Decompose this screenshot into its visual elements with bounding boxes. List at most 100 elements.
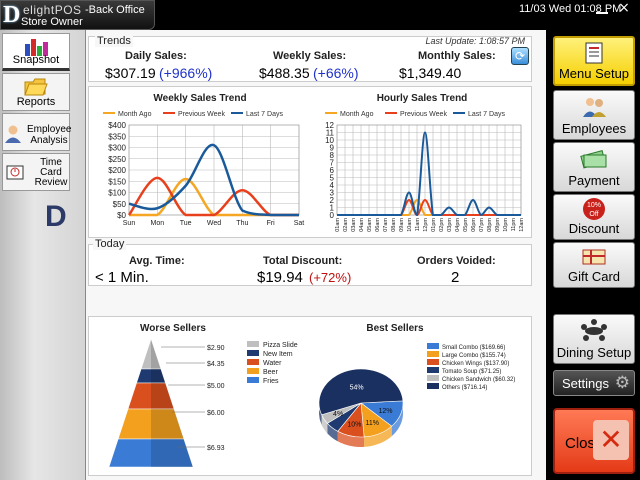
sidebar-item-label: Time Card Review [34,157,68,188]
avg-time-label: Avg. Time: [129,255,185,267]
y-tick-label: $0 [117,211,126,220]
legend-label: Water [263,360,282,367]
employees-label: Employees [561,121,627,136]
data-label: 12% [379,408,393,415]
y-tick-label: 8 [330,151,335,160]
sidebar-item-employee-analysis[interactable]: Employee Analysis [2,113,72,151]
discount-button[interactable]: 10% Off Discount [553,194,635,240]
legend-swatch [427,359,439,365]
pie-slice-side [327,423,338,442]
data-label: $4.35 [207,361,225,368]
dining-setup-label: Dining Setup [556,345,632,360]
sidebar-item-snapshot[interactable]: Snapshot [2,33,70,71]
sidebar-item-reports[interactable]: Reports [2,73,70,111]
close-button[interactable]: Close ✕ [553,408,635,474]
dining-setup-button[interactable]: Dining Setup [553,314,635,364]
legend-label: Others ($716.14) [442,385,487,391]
discount-badge-icon: 10% Off [583,198,605,220]
folder-icon [24,78,48,96]
pie-slice-side [391,400,403,437]
y-tick-label: 12 [325,121,334,130]
legend-label: Chicken Wings ($137.90) [442,361,509,367]
weekly-sales-value: $488.35 [259,65,310,81]
y-tick-label: 3 [330,189,335,198]
pyramid-shade [151,409,184,439]
legend-swatch [247,377,259,383]
trends-title: Trends [95,35,133,47]
x-tick-label: 10am [407,218,413,232]
logo-letter: D [3,2,21,28]
monthly-sales-label: Monthly Sales: [418,50,496,62]
x-tick-label: Sat [294,220,305,227]
employees-button[interactable]: Employees [553,90,635,140]
datetime: 11/03 Wed 01:08 PM [519,3,622,15]
x-tick-label: 05am [367,218,373,232]
x-tick-label: 05pm [463,218,469,232]
data-label: $6.93 [207,445,225,452]
y-tick-label: $250 [108,155,126,164]
trend-charts-panel: Weekly Sales Trend Month Ago Previous Week… [88,86,532,238]
main-content: Trends Last Update: 1:08:57 PM Daily Sal… [86,30,546,480]
logo-name: elightPOS [23,3,82,17]
legend-swatch [247,368,259,374]
settings-button[interactable]: Settings ⚙ [553,370,635,396]
payment-button[interactable]: Payment [553,142,635,192]
sidebar-item-time-card-review[interactable]: Time Card Review [2,153,70,191]
menu-setup-label: Menu Setup [558,66,630,81]
total-discount-change: (+72%) [309,270,352,285]
legend-label: New Item [263,351,293,358]
total-discount-label: Total Discount: [263,255,343,267]
x-tick-label: 12am [519,218,525,232]
sidebar-item-label: Reports [16,96,56,108]
today-panel: Today Avg. Time: < 1 Min. Total Discount… [88,238,532,286]
legend-swatch [427,367,439,373]
refresh-icon[interactable]: ⟳ [511,47,529,65]
legend-swatch [247,341,259,347]
gear-icon: ⚙ [614,373,630,393]
left-sidebar: Snapshot Reports Employee Analysis Time … [0,30,86,480]
gift-card-button[interactable]: Gift Card [553,242,635,288]
sellers-panel: Worse Sellers $2.90 $4.35 $5.00 $6.00 $6.93 Pi… [88,316,532,476]
x-tick-label: Wed [207,220,221,227]
x-tick-label: 04am [359,218,365,232]
logo: D elightPOS Store Owner -Back Office [0,0,155,30]
x-tick-label: 03am [351,218,357,232]
y-tick-label: 7 [330,159,335,168]
legend-label: Pizza Slide [263,342,298,349]
x-tick-label: 09pm [495,218,501,232]
x-tick-label: 08am [391,218,397,232]
close-icon: ✕ [593,420,629,460]
x-tick-label: Fri [267,220,276,227]
gift-card-icon [582,249,606,265]
legend-label: Fries [263,378,279,385]
x-tick-label: 02pm [439,218,445,232]
back-office-label: -Back Office [85,4,145,16]
x-tick-label: 01pm [431,218,437,232]
x-tick-label: 04pm [455,218,461,232]
right-sidebar: Menu Setup Employees Payment 10% Off Dis… [548,30,640,480]
pie-slice-side [337,431,365,447]
y-tick-label: 5 [330,174,335,183]
x-tick-label: 11am [415,218,421,232]
legend-swatch [427,343,439,349]
y-tick-label: 1 [330,204,335,213]
y-tick-label: 10 [325,136,334,145]
worse-sellers-chart: Worse Sellers $2.90 $4.35 $5.00 $6.00 $6.93 Pi… [108,323,298,468]
x-tick-label: 08pm [487,218,493,232]
x-tick-label: 12pm [423,218,429,232]
sidebar-item-label: Employee Analysis [27,124,72,146]
pie-slice [318,368,404,416]
series-line-last-7-days [128,143,299,217]
legend-label: Last 7 Days [246,111,283,118]
y-tick-label: $150 [108,177,126,186]
menu-setup-button[interactable]: Menu Setup [553,36,635,86]
x-tick-label: 07pm [479,218,485,232]
x-tick-label: 07am [383,218,389,232]
window-close-icon[interactable]: × [618,0,630,16]
minimize-icon[interactable] [596,4,608,14]
x-tick-label: 02am [343,218,349,232]
x-tick-label: Thu [236,220,248,227]
data-label: $5.00 [207,383,225,390]
